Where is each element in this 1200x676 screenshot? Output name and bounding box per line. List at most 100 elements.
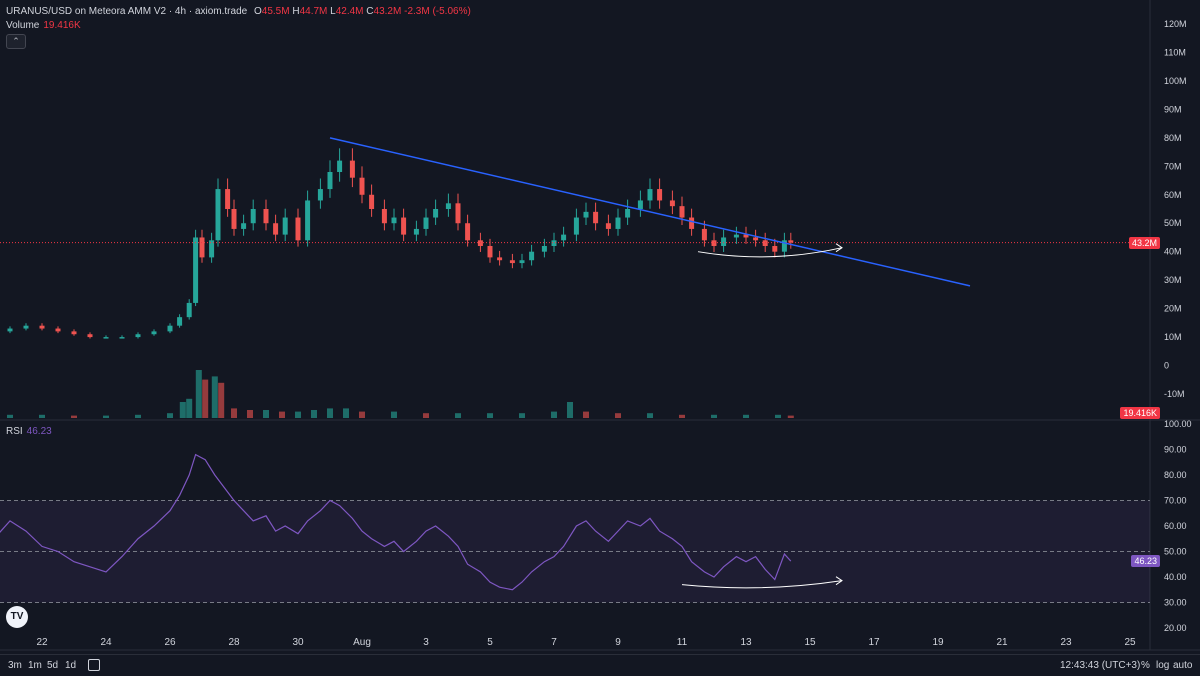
candle-body: [455, 203, 461, 224]
candle-body: [733, 234, 739, 238]
candle-body: [199, 237, 205, 258]
candle-body: [71, 331, 77, 335]
x-tick-label: 9: [615, 637, 621, 648]
rsi-y-axis-ticks: 100.00 90.00 80.00 70.00 60.00 50.00 40.00 30.0…: [1164, 419, 1192, 633]
candle-body: [151, 331, 157, 335]
candle-body: [509, 260, 515, 264]
timeframe-1d-button[interactable]: 1d: [65, 660, 77, 671]
volume-bar: [179, 402, 186, 418]
rsi-value: 46.23: [26, 426, 52, 437]
candle-body: [391, 217, 397, 224]
price-y-tick-label: 100M: [1164, 76, 1187, 86]
x-tick-label: 15: [804, 637, 816, 648]
x-axis-ticks: 22 24 26 28 30 Aug 3 5 7 9 11 13 15 17 19 21 23 25: [36, 637, 1136, 648]
x-tick-label: 21: [996, 637, 1008, 648]
volume-bar: [167, 413, 173, 418]
candle-body: [231, 209, 237, 229]
price-y-tick-label: 0: [1164, 361, 1169, 371]
x-tick-label: 23: [1060, 637, 1072, 648]
candle-body: [103, 337, 109, 339]
candle-body: [55, 328, 61, 332]
candle-body: [781, 240, 787, 252]
candle-body: [753, 237, 759, 241]
candle-body: [413, 228, 419, 235]
candle-body: [711, 240, 717, 246]
candle-body: [669, 200, 675, 207]
x-tick-label: 17: [868, 637, 880, 648]
timeframe-1m-button[interactable]: 1m: [28, 660, 42, 671]
volume-bar: [311, 410, 317, 418]
volume-bar: [295, 411, 301, 418]
rsi-y-tick-label: 60.00: [1164, 521, 1187, 531]
price-y-tick-label: 10M: [1164, 332, 1182, 342]
volume-bar: [343, 408, 349, 418]
rsi-y-tick-label: 30.00: [1164, 598, 1187, 608]
percent-scale-button[interactable]: %: [1141, 660, 1150, 671]
rsi-legend: RSI 46.23: [6, 426, 52, 437]
log-scale-button[interactable]: log: [1156, 660, 1170, 671]
candle-body: [679, 206, 685, 218]
volume-bar: [103, 415, 109, 418]
calendar-icon[interactable]: [88, 659, 100, 671]
candle-body: [487, 246, 493, 258]
tradingview-logo-icon[interactable]: TV: [6, 606, 28, 628]
volume-bar: [775, 414, 781, 418]
candle-body: [349, 160, 355, 178]
rsi-annotation-arrow-head: [835, 576, 843, 586]
trendline[interactable]: [329, 137, 971, 287]
price-y-tick-label: 30M: [1164, 275, 1182, 285]
x-tick-label: 13: [740, 637, 752, 648]
candle-body: [423, 217, 429, 229]
annotations: [681, 243, 843, 589]
timeframe-5d-button[interactable]: 5d: [47, 660, 59, 671]
volume-bar: [567, 402, 573, 418]
rsi-label: RSI: [6, 426, 23, 437]
volume-bar: [487, 413, 493, 418]
candle-body: [177, 317, 183, 326]
volume-bar: [359, 411, 365, 418]
rsi-y-tick-label: 90.00: [1164, 445, 1187, 455]
candle-body: [327, 172, 333, 190]
auto-scale-button[interactable]: auto: [1173, 660, 1193, 671]
volume-bar: [423, 413, 429, 418]
candle-body: [209, 240, 215, 258]
symbol-title[interactable]: URANUS/USD on Meteora AMM V2 · 4h · axio…: [6, 6, 248, 17]
volume-bar: [711, 414, 717, 418]
timeframe-3m-button[interactable]: 3m: [8, 660, 22, 671]
volume-bar: [211, 376, 218, 418]
volume-bar: [583, 411, 589, 418]
x-tick-label: Aug: [353, 637, 371, 648]
candle-body: [529, 251, 535, 261]
chart-grid: [0, 0, 1200, 651]
candle-body: [583, 211, 589, 218]
candle-body: [186, 302, 192, 318]
volume-bar: [679, 414, 685, 418]
candle-body: [401, 217, 407, 235]
clock-time[interactable]: 12:43:43 (UTC+3): [1060, 660, 1141, 671]
x-tick-label: 7: [551, 637, 557, 648]
candle-body: [721, 237, 727, 246]
candle-body: [433, 209, 439, 218]
candle-body: [23, 325, 29, 329]
volume-bar: [327, 408, 333, 418]
candle-body: [445, 203, 451, 209]
price-annotation-arrow: [697, 247, 843, 258]
rsi-value-badge: 46.23: [1131, 555, 1160, 567]
candle-body: [701, 228, 707, 241]
volume-bar: [231, 408, 237, 418]
symbol-legend: URANUS/USD on Meteora AMM V2 · 4h · axio…: [6, 6, 471, 17]
candle-body: [541, 246, 547, 252]
rsi-y-tick-label: 80.00: [1164, 470, 1187, 480]
volume-bar: [787, 415, 794, 418]
rsi-annotation-arrow: [681, 580, 843, 589]
rsi-y-tick-label: 100.00: [1164, 419, 1192, 429]
volume-bar: [247, 410, 253, 418]
candle-body: [762, 240, 768, 246]
candle-body: [250, 209, 256, 224]
collapse-legend-button[interactable]: ⌃: [6, 34, 26, 49]
volume-bar: [391, 411, 397, 418]
x-tick-label: 5: [487, 637, 493, 648]
candle-body: [7, 328, 13, 332]
candle-body: [167, 325, 173, 332]
